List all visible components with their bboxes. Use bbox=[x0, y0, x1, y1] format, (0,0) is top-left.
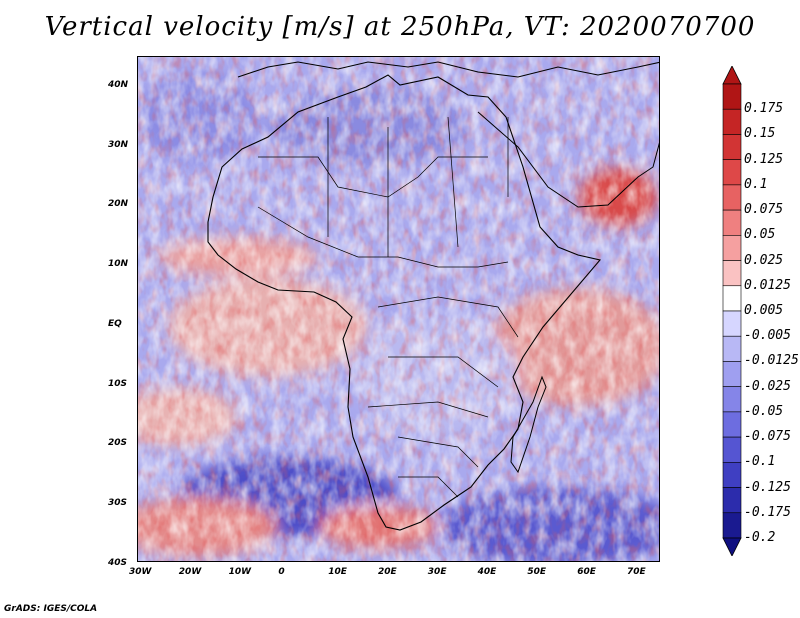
lon-tick-label: 0 bbox=[278, 567, 285, 577]
colorbar-swatch bbox=[722, 462, 742, 488]
lon-tick-label: 20W bbox=[178, 567, 202, 577]
coastline-madagascar bbox=[510, 375, 547, 474]
lat-tick-label: 30N bbox=[108, 139, 129, 150]
country-borders bbox=[257, 116, 519, 498]
colorbar-swatch bbox=[722, 83, 742, 110]
colorbar-max-arrow bbox=[722, 66, 742, 85]
lon-tick-label: 40E bbox=[477, 567, 497, 577]
colorbar-swatch bbox=[722, 159, 742, 186]
colorbar-label: 0.025 bbox=[744, 252, 784, 268]
colorbar-swatch bbox=[722, 260, 742, 287]
lat-tick-label: 10S bbox=[108, 378, 128, 389]
lon-tick-label: 10W bbox=[228, 567, 252, 577]
credit-text: GrADS: IGES/COLA bbox=[4, 604, 98, 614]
colorbar-label: -0.005 bbox=[744, 328, 791, 344]
coastline-arabia bbox=[477, 111, 659, 208]
colorbar-label: -0.125 bbox=[744, 479, 791, 495]
map-area bbox=[137, 56, 660, 562]
lon-tick-label: 70E bbox=[627, 567, 646, 577]
field-texture-white bbox=[138, 57, 659, 561]
colorbar-swatch bbox=[722, 310, 742, 337]
lon-tick-label: 60E bbox=[577, 567, 596, 577]
vertical-velocity-field bbox=[138, 57, 659, 561]
lon-tick-label: 30W bbox=[129, 567, 152, 577]
colorbar-label: 0.175 bbox=[744, 101, 784, 117]
colorbar-swatch bbox=[722, 361, 742, 387]
colorbar-label: -0.05 bbox=[744, 403, 784, 419]
lat-tick-label: 20S bbox=[108, 438, 128, 449]
colorbar-swatch bbox=[722, 436, 742, 463]
colorbar-swatch bbox=[722, 512, 742, 539]
lat-tick-label: 10N bbox=[108, 259, 129, 270]
colorbar-swatch bbox=[722, 335, 742, 362]
colorbar-swatch bbox=[722, 134, 742, 160]
lon-tick-label: 50E bbox=[527, 567, 547, 577]
colorbar-swatch bbox=[722, 235, 742, 261]
colorbar-label: -0.175 bbox=[744, 504, 791, 520]
colorbar-graphic bbox=[722, 66, 742, 556]
colorbar-label: -0.1 bbox=[744, 454, 776, 470]
colorbar-swatch bbox=[722, 285, 742, 312]
colorbar-swatch bbox=[722, 184, 742, 211]
lon-tick-label: 10E bbox=[328, 567, 347, 577]
colorbar-swatch bbox=[722, 386, 742, 413]
colorbar-swatch bbox=[722, 487, 742, 514]
coastline-africa bbox=[207, 74, 602, 531]
lon-tick-label: 20E bbox=[378, 567, 397, 577]
colorbar bbox=[722, 66, 742, 556]
lat-tick-label: 40N bbox=[108, 80, 129, 90]
coastline-europe bbox=[237, 61, 659, 78]
colorbar-swatch bbox=[722, 209, 742, 236]
lon-tick-label: 30E bbox=[427, 567, 447, 577]
colorbar-swatch bbox=[722, 411, 742, 438]
lat-tick-label: 30S bbox=[108, 497, 128, 508]
colorbar-label: 0.125 bbox=[744, 151, 784, 167]
colorbar-label: -0.0125 bbox=[744, 353, 799, 369]
colorbar-label: 0.005 bbox=[744, 303, 784, 318]
colorbar-label: -0.025 bbox=[744, 378, 791, 394]
colorbar-swatch bbox=[722, 108, 742, 135]
colorbar-label: 0.1 bbox=[744, 176, 768, 192]
colorbar-label: -0.075 bbox=[744, 429, 791, 445]
colorbar-label: 0.0125 bbox=[744, 277, 791, 293]
colorbar-min-arrow bbox=[722, 537, 742, 556]
lat-tick-label: 20N bbox=[108, 199, 129, 210]
colorbar-label: 0.075 bbox=[744, 202, 784, 218]
colorbar-label: 0.15 bbox=[744, 126, 776, 142]
colorbar-label: 0.05 bbox=[744, 227, 776, 243]
lat-tick-label: 40S bbox=[108, 557, 128, 568]
lat-tick-label: EQ bbox=[108, 318, 122, 329]
colorbar-label: -0.2 bbox=[744, 530, 776, 545]
map-title: Vertical velocity [m/s] at 250hPa, VT: 2… bbox=[44, 12, 756, 42]
